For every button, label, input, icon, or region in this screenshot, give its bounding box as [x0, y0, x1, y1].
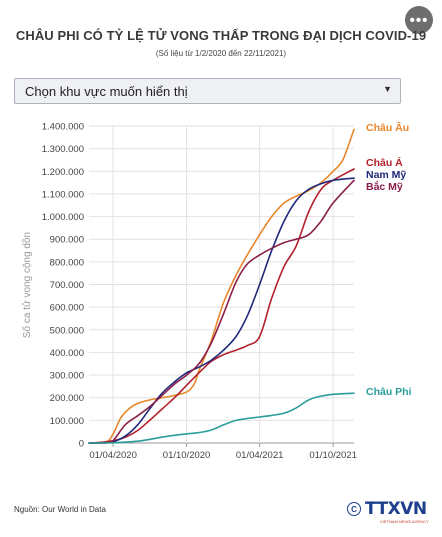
ellipsis-icon: •••: [409, 11, 429, 29]
chart-title: CHÂU PHI CÓ TỶ LỆ TỬ VONG THẤP TRONG ĐẠI…: [15, 28, 427, 43]
series-label-asia: Châu Á: [366, 156, 403, 169]
caret-down-icon: ▼: [383, 84, 392, 94]
x-axis-ticks: 01/04/2020 01/10/2020 01/04/2021 01/10/2021: [89, 443, 357, 461]
y-tick-label: 400.000: [50, 348, 84, 359]
x-tick-label: 01/10/2021: [309, 450, 357, 461]
y-tick-label: 200.000: [50, 393, 84, 404]
y-tick-label: 500.000: [50, 325, 84, 336]
series-line-europe[interactable]: [88, 128, 355, 444]
region-select-dropdown[interactable]: Chọn khu vực muốn hiển thị ▼: [14, 78, 401, 104]
series-line-africa[interactable]: [88, 392, 355, 444]
copyright-icon: C: [347, 502, 361, 516]
x-tick-label: 01/04/2020: [89, 450, 137, 461]
series-label-south_america: Nam Mỹ: [366, 169, 406, 181]
dropdown-label: Chọn khu vực muốn hiển thị: [25, 84, 188, 99]
x-tick-label: 01/04/2021: [236, 450, 284, 461]
series-line-south_america[interactable]: [88, 177, 355, 444]
chart-subtitle: (Số liệu từ 1/2/2020 đến 22/11/2021): [155, 49, 287, 58]
source-note: Nguồn: Our World in Data: [14, 505, 106, 514]
x-tick-label: 01/10/2020: [163, 450, 211, 461]
y-axis-ticks: 0 100.000 200.000 300.000 400.000 500.000 600.…: [42, 122, 84, 450]
series-line-asia[interactable]: [88, 168, 355, 444]
y-tick-label: 100.000: [50, 416, 84, 427]
y-tick-label: 800.000: [50, 257, 84, 268]
y-tick-label: 1.400.000: [42, 122, 84, 133]
logo-text: TTXVN: [365, 499, 427, 519]
y-tick-label: 1.300.000: [42, 144, 84, 155]
series-line-north_america[interactable]: [88, 179, 355, 444]
y-tick-label: 700.000: [50, 280, 84, 291]
series-label-north_america: Bắc Mỹ: [366, 180, 403, 193]
series-label-africa: Châu Phi: [366, 386, 412, 398]
series-label-europe: Châu Âu: [366, 121, 409, 134]
y-tick-label: 900.000: [50, 235, 84, 246]
ttxvn-logo: C TTXVN VIETNAM NEWS AGENCY: [347, 499, 429, 530]
y-tick-label: 1.100.000: [42, 189, 84, 200]
y-tick-label: 600.000: [50, 303, 84, 314]
grid-lines: [89, 125, 354, 444]
y-tick-label: 0: [79, 439, 84, 450]
more-options-button[interactable]: •••: [405, 6, 433, 34]
logo-subtext: VIETNAM NEWS AGENCY: [380, 519, 429, 524]
y-tick-label: 300.000: [50, 371, 84, 382]
y-tick-label: 1.200.000: [42, 167, 84, 178]
y-axis-label: Số ca tử vong cộng dồn: [21, 232, 33, 338]
y-tick-label: 1.000.000: [42, 212, 84, 223]
series-lines: [88, 128, 355, 444]
